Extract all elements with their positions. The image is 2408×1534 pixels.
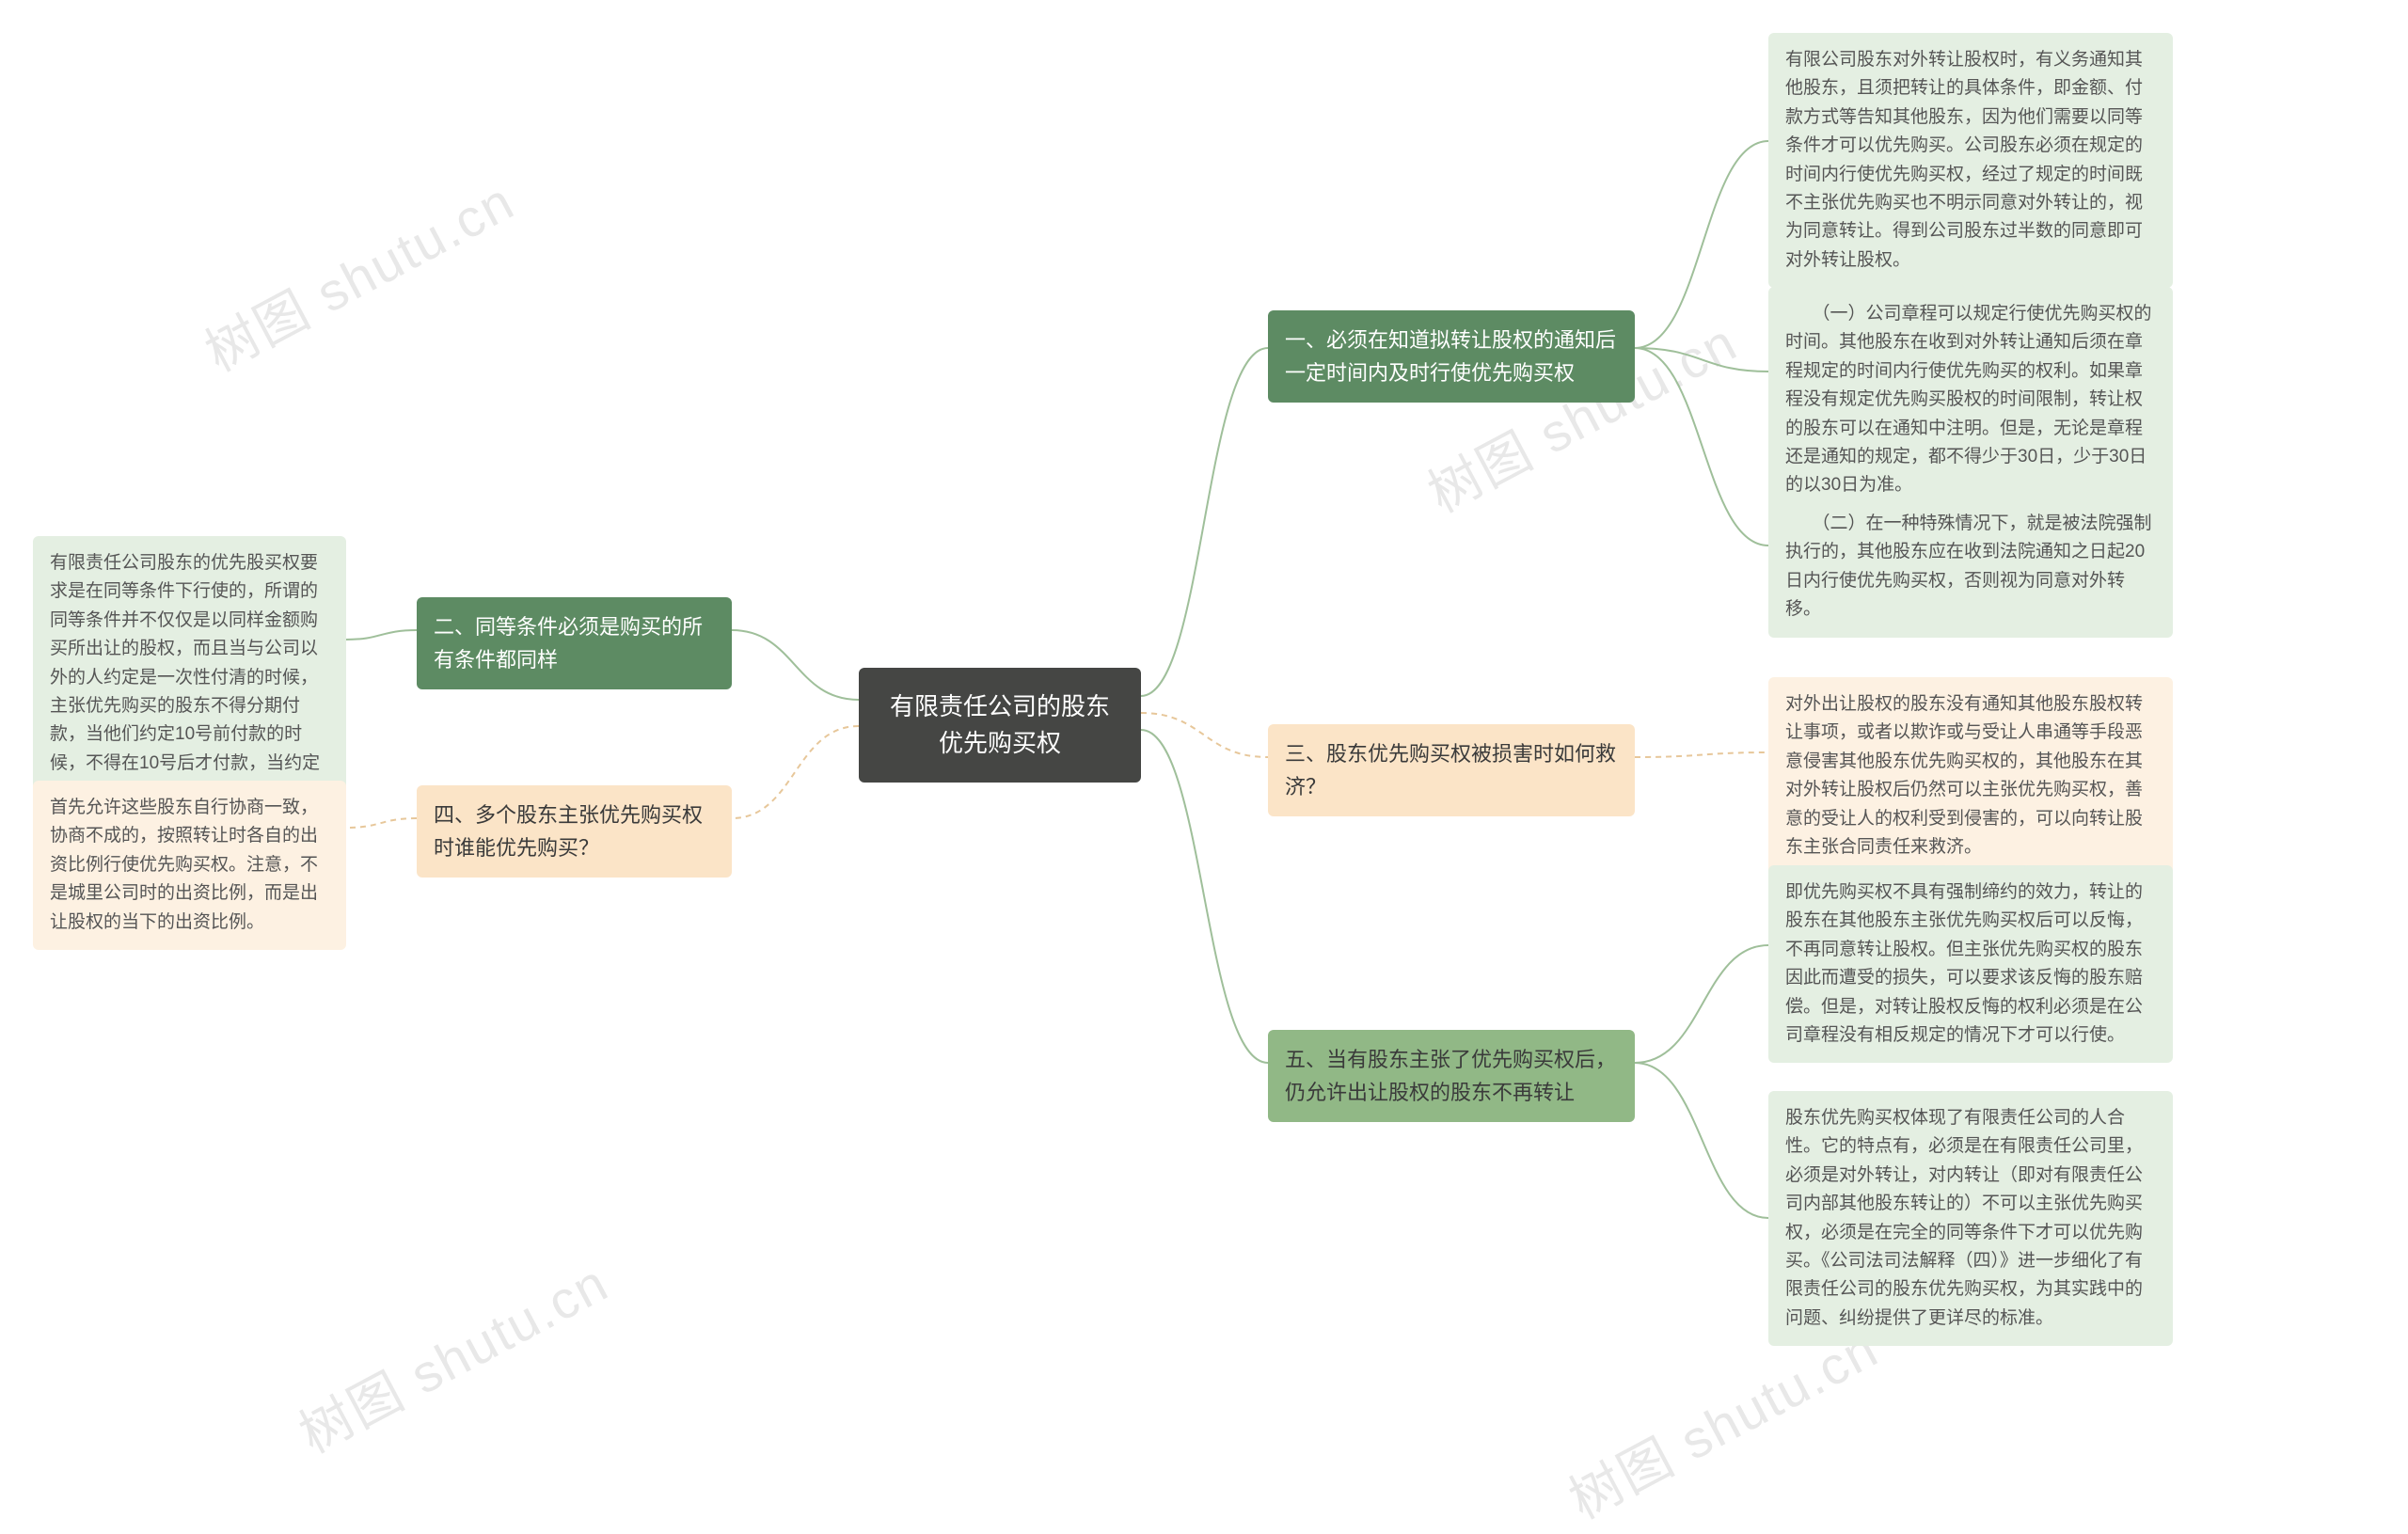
branch-1[interactable]: 一、必须在知道拟转让股权的通知后一定时间内及时行使优先购买权 bbox=[1268, 310, 1635, 403]
branch-1-leaf-2: （二）在一种特殊情况下，就是被法院强制执行的，其他股东应在收到法院通知之日起20… bbox=[1768, 497, 2173, 638]
watermark: 树图 shutu.cn bbox=[190, 160, 526, 387]
branch-4-leaf-0: 首先允许这些股东自行协商一致，协商不成的，按照转让时各自的出资比例行使优先购买权… bbox=[33, 781, 346, 950]
branch-1-leaf-0: 有限公司股东对外转让股权时，有义务通知其他股东，且须把转让的具体条件，即金额、付… bbox=[1768, 33, 2173, 288]
branch-5[interactable]: 五、当有股东主张了优先购买权后，仍允许出让股权的股东不再转让 bbox=[1268, 1030, 1635, 1122]
branch-4[interactable]: 四、多个股东主张优先购买权时谁能优先购买？ bbox=[417, 785, 732, 878]
center-node[interactable]: 有限责任公司的股东优先购买权 bbox=[859, 668, 1141, 783]
branch-1-leaf-1: （一）公司章程可以规定行使优先购买权的时间。其他股东在收到对外转让通知后须在章程… bbox=[1768, 287, 2173, 514]
branch-5-leaf-1: 股东优先购买权体现了有限责任公司的人合性。它的特点有，必须是在有限责任公司里，必… bbox=[1768, 1091, 2173, 1346]
branch-2[interactable]: 二、同等条件必须是购买的所有条件都同样 bbox=[417, 597, 732, 689]
branch-3-leaf-0: 对外出让股权的股东没有通知其他股东股权转让事项，或者以欺诈或与受让人串通等手段恶… bbox=[1768, 677, 2173, 875]
branch-3[interactable]: 三、股东优先购买权被损害时如何救济？ bbox=[1268, 724, 1635, 816]
watermark: 树图 shutu.cn bbox=[284, 1241, 620, 1468]
branch-5-leaf-0: 即优先购买权不具有强制缔约的效力，转让的股东在其他股东主张优先购买权后可以反悔，… bbox=[1768, 865, 2173, 1063]
